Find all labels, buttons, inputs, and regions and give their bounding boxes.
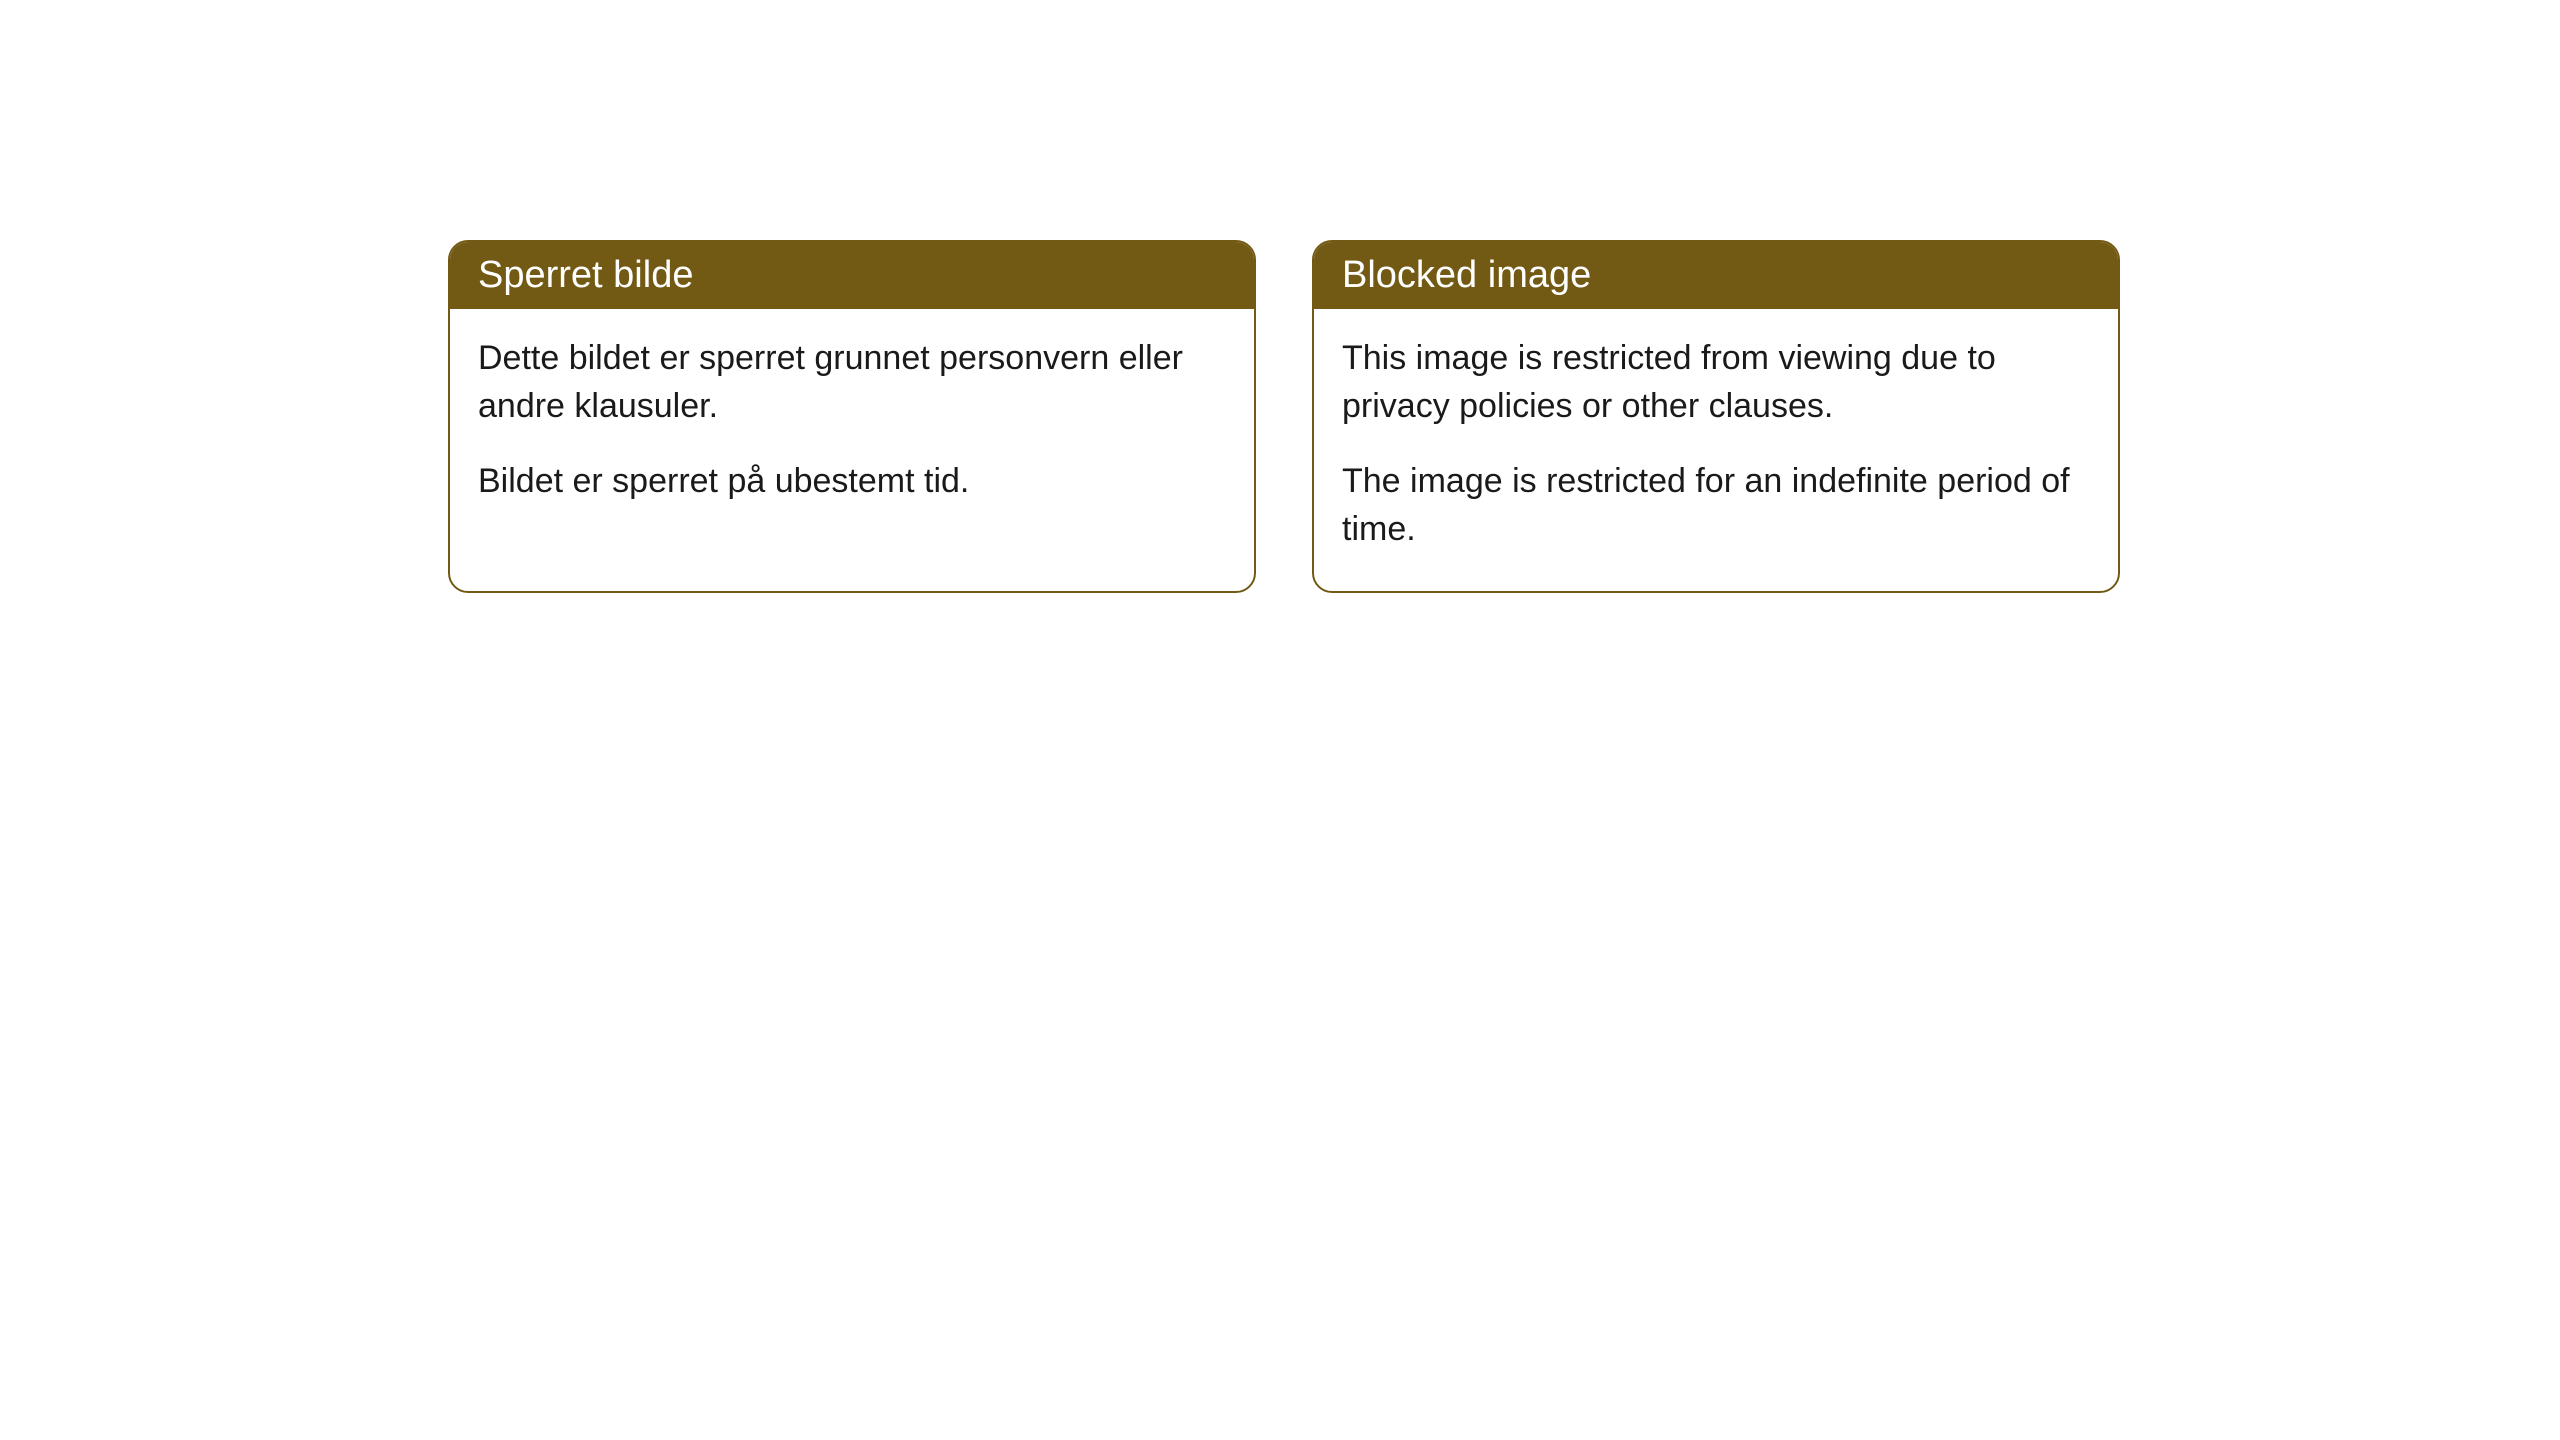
notice-cards-container: Sperret bilde Dette bildet er sperret gr… [448,240,2560,593]
card-header: Blocked image [1314,242,2118,309]
card-header: Sperret bilde [450,242,1254,309]
card-body: Dette bildet er sperret grunnet personve… [450,309,1254,544]
card-body: This image is restricted from viewing du… [1314,309,2118,591]
card-paragraph: This image is restricted from viewing du… [1342,335,2090,430]
notice-card-norwegian: Sperret bilde Dette bildet er sperret gr… [448,240,1256,593]
card-paragraph: Dette bildet er sperret grunnet personve… [478,335,1226,430]
card-paragraph: Bildet er sperret på ubestemt tid. [478,458,1226,506]
card-title: Blocked image [1342,254,1591,296]
card-title: Sperret bilde [478,254,693,296]
notice-card-english: Blocked image This image is restricted f… [1312,240,2120,593]
card-paragraph: The image is restricted for an indefinit… [1342,458,2090,553]
